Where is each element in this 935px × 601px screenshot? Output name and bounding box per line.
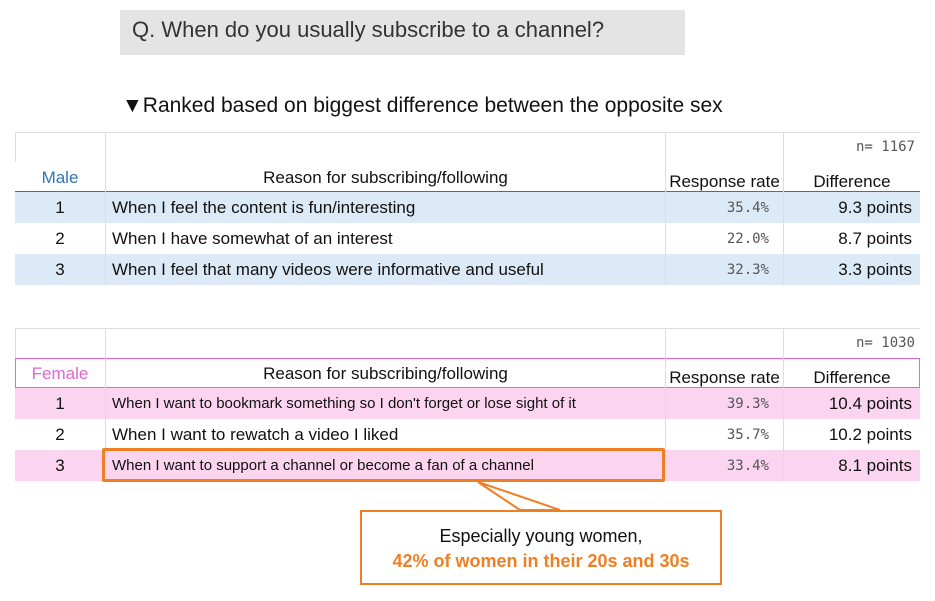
row-band [15, 450, 920, 481]
header-cell: Response rate [665, 162, 783, 194]
sample-size: n= 1030 [783, 328, 915, 358]
header-cell: Reason for subscribing/following [105, 358, 665, 390]
row-band [15, 223, 920, 254]
response-rate: 33.4% [665, 450, 783, 481]
rank: 1 [55, 393, 65, 413]
question: Q. When do you usually subscribe to a ch… [120, 10, 685, 55]
header-cell: Difference [783, 358, 920, 390]
rank: 3 [55, 259, 65, 279]
header-cell: Reason for subscribing/following [105, 162, 665, 194]
rank: 2 [55, 228, 65, 248]
response-rate: 39.3% [665, 388, 783, 419]
header-cell: Male [41, 168, 79, 187]
response-rate: 35.7% [665, 419, 783, 450]
difference: 10.2 points [783, 419, 920, 450]
cell-border [105, 328, 665, 358]
reason: When I have somewhat of an interest [105, 223, 665, 254]
pointer [477, 481, 561, 511]
reason: When I want to rewatch a video I liked [105, 419, 665, 450]
callout: Especially young women, 42% of women in … [360, 510, 722, 585]
reason: When I want to bookmark something so I d… [105, 388, 665, 419]
reason: When I feel that many videos were inform… [105, 254, 665, 285]
reason: When I want to support a channel or beco… [105, 450, 665, 481]
difference: 9.3 points [783, 192, 920, 223]
row-band [15, 254, 920, 285]
callout-emphasis: 42% of women in their 20s and 30s [392, 551, 690, 571]
header-cell: Female [31, 364, 89, 383]
subtitle: ▼Ranked based on biggest difference betw… [122, 94, 723, 117]
header-cell: Response rate [665, 358, 783, 390]
difference: 8.1 points [783, 450, 920, 481]
rank: 2 [55, 424, 65, 444]
cell-border [665, 328, 783, 358]
response-rate: 35.4% [665, 192, 783, 223]
rank: 1 [55, 197, 65, 217]
callout-line: Especially young women, [439, 526, 643, 546]
cell-border [665, 132, 783, 162]
difference: 8.7 points [783, 223, 920, 254]
row-band [15, 419, 920, 450]
highlight-box [102, 448, 665, 482]
cell-border [105, 132, 665, 162]
response-rate: 32.3% [665, 254, 783, 285]
cell-border [15, 328, 105, 358]
row-band [15, 388, 920, 419]
rank: 3 [55, 455, 65, 475]
difference: 10.4 points [783, 388, 920, 419]
reason: When I feel the content is fun/interesti… [105, 192, 665, 223]
row-band [15, 192, 920, 223]
header-row [15, 162, 920, 192]
cell-border [15, 132, 105, 162]
sample-size: n= 1167 [783, 132, 915, 162]
header-row [15, 358, 920, 388]
difference: 3.3 points [783, 254, 920, 285]
header-cell: Difference [783, 162, 920, 194]
response-rate: 22.0% [665, 223, 783, 254]
